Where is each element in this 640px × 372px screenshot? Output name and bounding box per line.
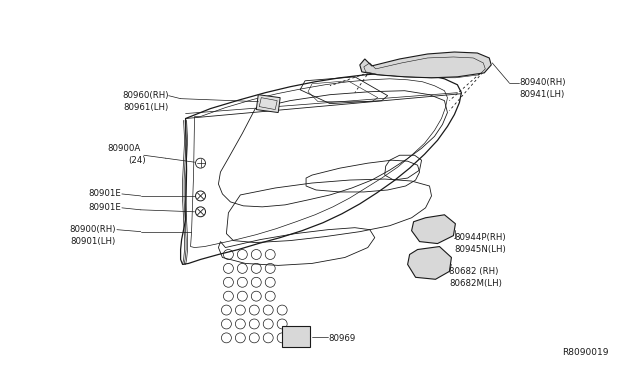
- Text: 80944P(RH): 80944P(RH): [454, 233, 506, 242]
- Text: 80960(RH): 80960(RH): [122, 91, 169, 100]
- Text: 80682 (RH): 80682 (RH): [449, 267, 499, 276]
- Text: 80901E: 80901E: [88, 203, 121, 212]
- Text: 80969: 80969: [328, 334, 355, 343]
- Text: 80900(RH): 80900(RH): [69, 225, 116, 234]
- Polygon shape: [282, 326, 310, 347]
- Text: 80940(RH): 80940(RH): [519, 78, 566, 87]
- Polygon shape: [408, 247, 451, 279]
- Polygon shape: [256, 95, 280, 113]
- Text: 80901(LH): 80901(LH): [70, 237, 116, 246]
- Text: R8090019: R8090019: [563, 348, 609, 357]
- Text: 80941(LH): 80941(LH): [519, 90, 564, 99]
- Text: 80901E: 80901E: [88, 189, 121, 198]
- Text: (24): (24): [128, 156, 146, 165]
- Polygon shape: [412, 215, 456, 244]
- Text: 80945N(LH): 80945N(LH): [454, 245, 506, 254]
- Text: 80682M(LH): 80682M(LH): [449, 279, 502, 288]
- Polygon shape: [360, 52, 492, 78]
- Text: 80900A: 80900A: [108, 144, 141, 153]
- Text: 80961(LH): 80961(LH): [124, 103, 169, 112]
